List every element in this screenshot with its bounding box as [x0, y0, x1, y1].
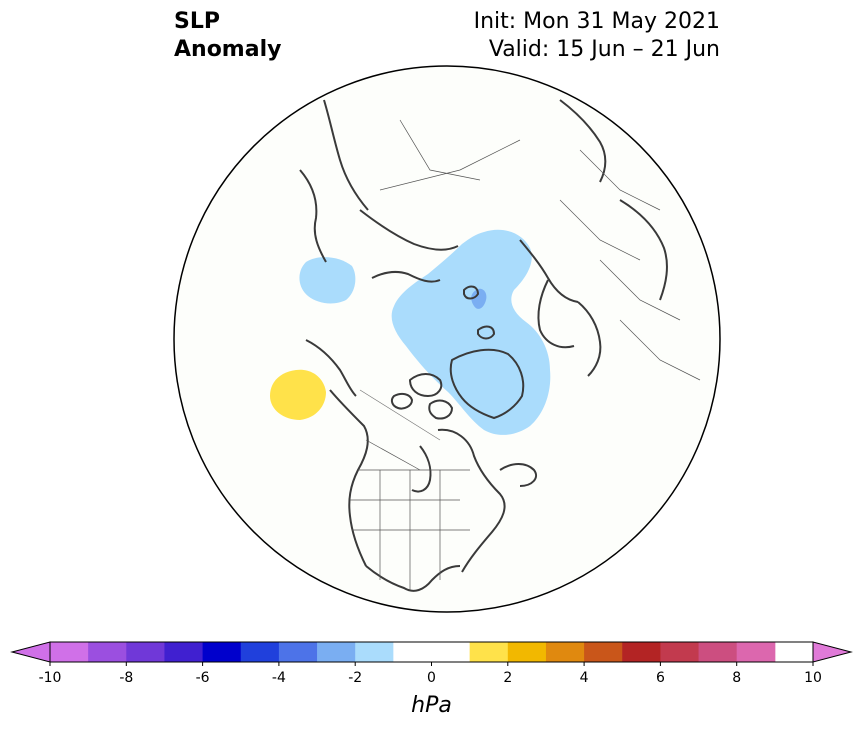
colorbar-cell: [126, 642, 165, 662]
colorbar-tick-label: -2: [348, 670, 362, 686]
colorbar-tick-label: 0: [427, 670, 436, 686]
colorbar-cell: [50, 642, 89, 662]
colorbar-cell: [393, 642, 471, 662]
colorbar-tick-label: 10: [804, 670, 822, 686]
colorbar-ticks: -10 -8 -6 -4 -2 0 2 4 6 8 10: [39, 662, 822, 686]
init-date-label: Init: Mon 31 May 2021: [473, 9, 720, 34]
colorbar-tick-label: -4: [272, 670, 286, 686]
colorbar-cell: [736, 642, 776, 662]
title-line-1: SLP: [174, 9, 220, 34]
title-line-2: Anomaly: [174, 37, 282, 62]
map-boundary: [173, 65, 721, 613]
graticule-line: [359, 389, 441, 441]
colorbar-cell: [469, 642, 509, 662]
map-disk: [174, 66, 720, 612]
colorbar-tick-label: 4: [580, 670, 589, 686]
anomaly-blob-siberia: [299, 257, 356, 304]
colorbar-unit-label: hPa: [411, 693, 452, 718]
colorbar-tick-label: -6: [196, 670, 210, 686]
colorbar-cell: [164, 642, 204, 662]
colorbar-cell: [317, 642, 356, 662]
colorbar-overflow-triangle: [812, 641, 853, 663]
anomaly-blob-barents-core: [471, 288, 487, 309]
colorbar-cell: [240, 642, 280, 662]
colorbar-cell: [660, 642, 700, 662]
colorbar-tick-label: 2: [503, 670, 512, 686]
colorbar-tick-label: 8: [732, 670, 741, 686]
colorbar-cell: [622, 642, 661, 662]
colorbar-cell: [278, 642, 318, 662]
map-title: SLP Anomaly: [174, 8, 281, 64]
colorbar-tick-label: 6: [656, 670, 665, 686]
valid-range-label: Valid: 15 Jun – 21 Jun: [488, 37, 720, 62]
colorbar-cell: [507, 642, 547, 662]
colorbar-cell: [545, 642, 585, 662]
colorbar-cell: [88, 642, 127, 662]
colorbar-cells: [50, 642, 776, 662]
colorbar-cell: [202, 642, 242, 662]
colorbar-cell: [355, 642, 394, 662]
colorbar: -10 -8 -6 -4 -2 0 2 4 6 8 10: [10, 641, 853, 686]
anomaly-blob-north-pacific: [270, 369, 326, 420]
colorbar-tick-label: -8: [119, 670, 133, 686]
colorbar-underflow-triangle: [10, 641, 51, 663]
forecast-dates: Init: Mon 31 May 2021 Valid: 15 Jun – 21…: [474, 8, 720, 64]
colorbar-cell: [698, 642, 738, 662]
colorbar-cell: [584, 642, 623, 662]
colorbar-tick-label: -10: [39, 670, 62, 686]
polar-map: [173, 65, 721, 613]
country-borders: [350, 119, 701, 590]
